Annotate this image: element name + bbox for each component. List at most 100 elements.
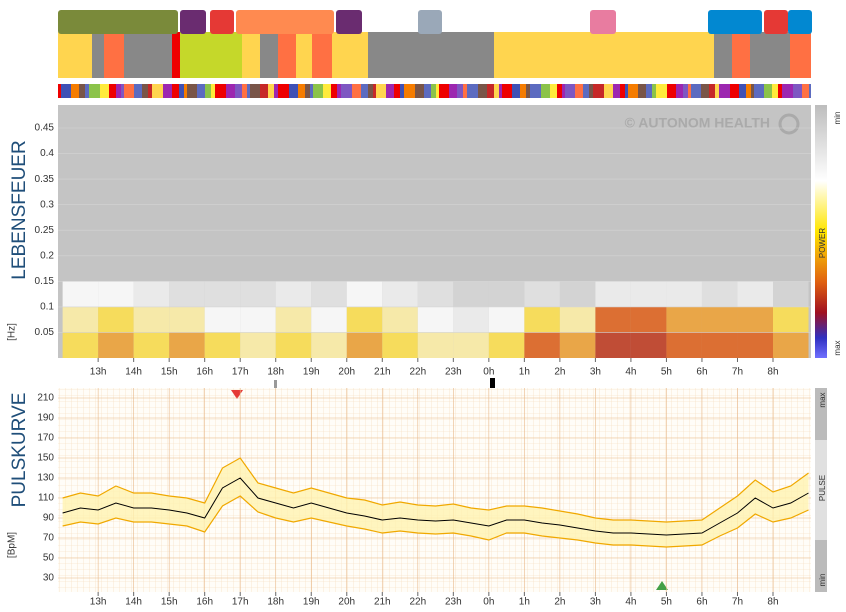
y-tick-label: 0.15 [35, 276, 55, 287]
strip-cell [250, 84, 260, 98]
heat-cell [346, 306, 383, 333]
heat-cell [630, 306, 667, 333]
heat-cell [169, 306, 205, 333]
x-tick-label: 14h [125, 367, 142, 378]
heat-cell [737, 306, 773, 333]
x-tick-label: 8h [767, 597, 778, 607]
pulse-lines: max PULSE min [62, 392, 827, 586]
strip-cell [268, 84, 274, 98]
strip-cell [652, 84, 656, 98]
strip-cell [499, 84, 502, 98]
heatmap [62, 281, 809, 358]
strip-cell [754, 84, 764, 98]
strip-cell [148, 84, 152, 98]
strip-cell [134, 84, 142, 98]
strip-cell [247, 84, 250, 98]
strip-cell [121, 84, 124, 98]
strip-cell [400, 84, 404, 98]
x-tick-label: 18h [267, 597, 284, 607]
x-tick-label: 15h [161, 597, 178, 607]
strip-cell [494, 84, 499, 98]
axis-label: [BpM] [7, 532, 18, 558]
side-label: max [818, 392, 827, 407]
heat-cell [772, 332, 809, 358]
color-strip [58, 84, 811, 98]
y-tick-label: 0.45 [35, 123, 55, 134]
strip-cell [394, 84, 400, 98]
strip-cell [235, 84, 242, 98]
strip-cell [352, 84, 361, 98]
strip-cell [85, 84, 89, 98]
x-tick-label: 20h [338, 597, 355, 607]
y-tick-label: 0.3 [40, 199, 54, 210]
heat-cell [737, 332, 773, 358]
y-tick-label: 0.35 [35, 174, 55, 185]
min-marker [656, 581, 668, 590]
strip-cell [683, 84, 688, 98]
strip-cell [463, 84, 467, 98]
strip-cell [79, 84, 85, 98]
strip-cell [331, 84, 337, 98]
axis-label: [Hz] [7, 323, 18, 341]
strip-cell [361, 84, 368, 98]
x-tick-label: 15h [161, 367, 178, 378]
strip-cell [583, 84, 589, 98]
x-tick-label: 19h [303, 597, 320, 607]
strip-cell [739, 84, 746, 98]
y-tick-label: 30 [43, 573, 55, 584]
strip-cell [415, 84, 424, 98]
x-tick-label: 21h [374, 367, 391, 378]
strip-cell [593, 84, 604, 98]
strip-cell [772, 84, 778, 98]
y-tick-label: 210 [37, 393, 54, 404]
y-tick-label: 110 [38, 493, 54, 504]
y-tick-label: 0.05 [35, 327, 55, 338]
grid-pattern [58, 388, 811, 592]
heat-cell [630, 281, 667, 307]
strip-cell [802, 84, 809, 98]
strip-cell [467, 84, 478, 98]
strip-cell [719, 84, 730, 98]
heat-cell [133, 332, 170, 358]
x-tick-label: 3h [590, 597, 601, 607]
strip-cell [625, 84, 628, 98]
panel-title: PULSKURVE [9, 393, 30, 508]
heat-cell [311, 281, 347, 307]
y-tick-label: 150 [37, 453, 54, 464]
activity-band [58, 10, 812, 78]
x-tick-label: 4h [625, 597, 636, 607]
strip-cell [142, 84, 148, 98]
colorbar-label: POWER [818, 228, 827, 258]
x-tick-label: 1h [519, 597, 530, 607]
side-label: PULSE [818, 475, 827, 501]
x-tick-label: 14h [125, 597, 142, 607]
heat-cell [204, 281, 241, 307]
strip-cell [305, 84, 310, 98]
x-tick-label: 3h [590, 367, 601, 378]
x-tick-label: 18h [267, 367, 284, 378]
strip-cell [310, 84, 313, 98]
strip-cell [226, 84, 235, 98]
strip-cell [575, 84, 583, 98]
strip-cell [628, 84, 638, 98]
x-tick-label: 4h [625, 367, 636, 378]
strip-cell [520, 84, 526, 98]
strip-cell [368, 84, 373, 98]
strip-cell [404, 84, 415, 98]
strip-cell [709, 84, 715, 98]
heat-cell [133, 281, 170, 307]
strip-cell [793, 84, 802, 98]
strip-cell [589, 84, 593, 98]
strip-cell [557, 84, 562, 98]
strip-cell [701, 84, 709, 98]
strip-cell [541, 84, 550, 98]
strip-cell [809, 84, 811, 98]
x-tick-label: 6h [696, 367, 707, 378]
pulse-line [62, 477, 809, 536]
x-tick-label: 23h [445, 367, 462, 378]
heat-cell [382, 332, 418, 358]
strip-cell [782, 84, 793, 98]
x-tick-label: 5h [661, 597, 672, 607]
strip-cell [656, 84, 667, 98]
